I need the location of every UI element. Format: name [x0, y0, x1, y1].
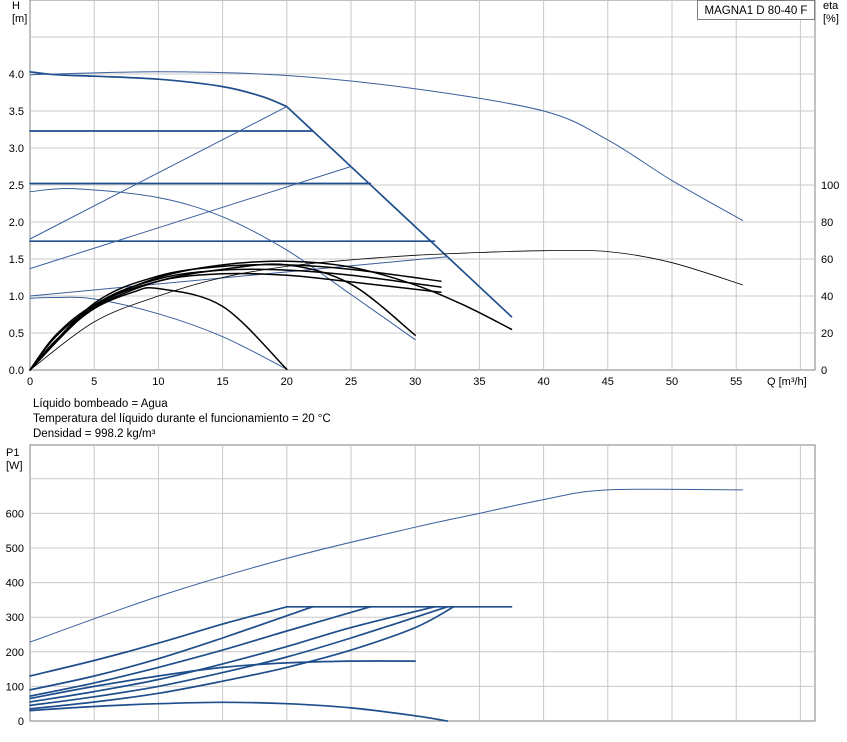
x-tick-label: 15	[216, 376, 228, 388]
y-axis-label: P1	[6, 447, 19, 459]
series-line-1-3	[29, 605, 314, 691]
y-tick-label: 3.5	[9, 106, 24, 118]
y-tick-label: 500	[6, 543, 24, 555]
series-line-1-7	[29, 605, 455, 710]
y-tick-label: 1.0	[9, 291, 24, 303]
y-tick-label: 2.0	[9, 217, 24, 229]
y-tick-label: 2.5	[9, 180, 24, 192]
series-line-1-2	[29, 605, 288, 677]
x-tick-label: 20	[281, 376, 293, 388]
density-info: Densidad = 998.2 kg/m³	[33, 428, 156, 440]
x-tick-label: 10	[152, 376, 164, 388]
y-tick-label: 100	[6, 681, 24, 693]
series-line-0-10	[29, 71, 744, 221]
series-line-1-4	[29, 605, 372, 697]
x-tick-label: 25	[345, 376, 357, 388]
series-line-0-1	[285, 105, 513, 318]
y2-tick-label: 20	[821, 328, 833, 340]
x-tick-label: 45	[602, 376, 614, 388]
y-axis-label: [W]	[6, 460, 23, 472]
series-line-1-9	[29, 701, 449, 722]
series-line-0-8	[29, 188, 416, 341]
y2-tick-label: 80	[821, 217, 833, 229]
x-tick-label: 40	[537, 376, 549, 388]
series-line-1-6	[29, 605, 449, 707]
y2-tick-label: 100	[821, 180, 839, 192]
liquid-info: Líquido bombeado = Agua	[33, 398, 168, 410]
series-line-0-0	[29, 70, 288, 108]
y-tick-label: 300	[6, 612, 24, 624]
y2-tick-label: 0	[821, 365, 827, 377]
series-line-0-16	[29, 263, 442, 371]
y-tick-label: 0.5	[9, 328, 24, 340]
x-tick-label: 30	[409, 376, 421, 388]
y-tick-label: 400	[6, 578, 24, 590]
y-axis-label: [m]	[12, 13, 27, 25]
x-axis-label: Q [m³/h]	[767, 376, 807, 388]
series-line-0-9	[29, 296, 288, 370]
series-line-1-0	[29, 488, 744, 643]
y-tick-label: 4.0	[9, 69, 24, 81]
y2-tick-label: 60	[821, 254, 833, 266]
model-label: MAGNA1 D 80-40 F	[697, 0, 815, 20]
y-tick-label: 600	[6, 508, 24, 520]
x-tick-label: 55	[730, 376, 742, 388]
x-tick-label: 0	[27, 376, 33, 388]
series-line-0-14	[29, 272, 442, 371]
x-tick-label: 35	[473, 376, 485, 388]
y2-axis-label: eta	[823, 0, 839, 12]
series-line-0-15	[29, 268, 442, 371]
series-line-0-13	[29, 260, 513, 371]
x-tick-label: 50	[666, 376, 678, 388]
y2-axis-label: [%]	[823, 13, 839, 25]
x-tick-label: 5	[91, 376, 97, 388]
series-line-0-6	[29, 166, 352, 270]
y2-tick-label: 40	[821, 291, 833, 303]
y-tick-label: 0	[18, 716, 24, 728]
series-line-1-5	[29, 605, 436, 703]
temperature-info: Temperatura del líquido durante el funci…	[33, 413, 331, 425]
y-tick-label: 200	[6, 647, 24, 659]
series-line-0-5	[29, 106, 288, 240]
series-line-1-8	[29, 660, 417, 700]
series-line-0-7	[29, 256, 448, 297]
series-line-0-17	[29, 249, 743, 371]
y-axis-label: H	[12, 0, 20, 12]
y-tick-label: 3.0	[9, 143, 24, 155]
y-tick-label: 1.5	[9, 254, 24, 266]
y-tick-label: 0.0	[9, 365, 24, 377]
